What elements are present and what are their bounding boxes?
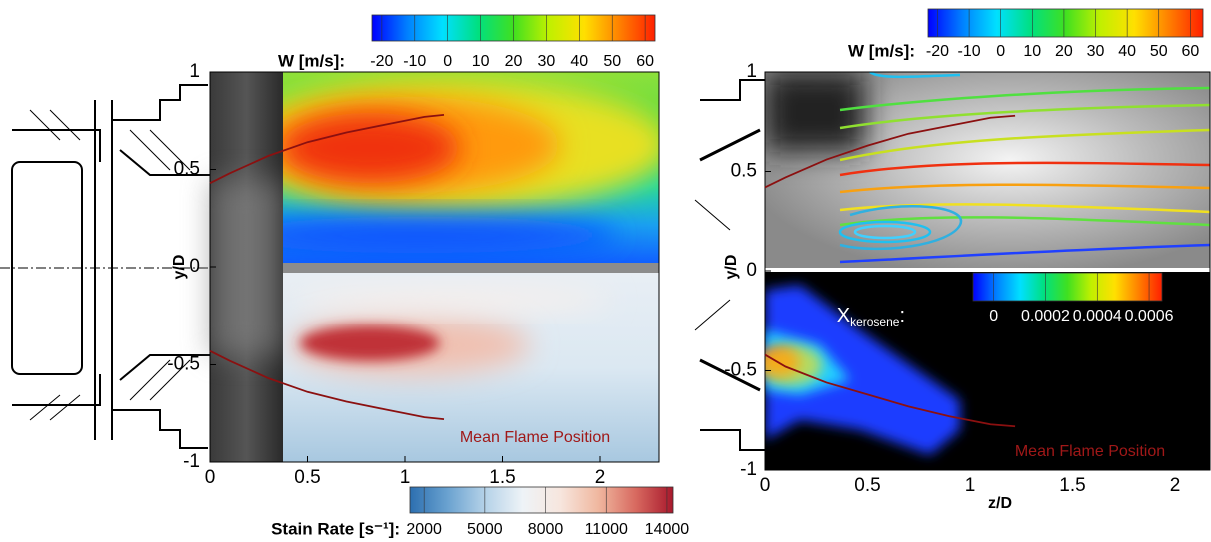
colorbar-label: W [m/s]:	[848, 41, 915, 60]
x-tick-label: 1.5	[489, 467, 515, 488]
colorbar-tick-label: 60	[636, 53, 654, 70]
colorbar-tick-label: 0.0002	[1021, 308, 1070, 325]
y-tick-label: -1	[183, 451, 200, 472]
colorbar-tick-label: 40	[1118, 43, 1136, 60]
x-tick-label: 0	[205, 467, 216, 488]
y-tick-label: 0	[746, 260, 757, 281]
colorbar-label: Stain Rate [s⁻¹]:	[271, 519, 400, 538]
colorbar	[972, 272, 1163, 302]
x-axis-label: z/D	[988, 495, 1012, 512]
burner-sketch	[694, 79, 765, 451]
colorbar-tick-label: -20	[926, 43, 949, 60]
x-tick-label: 1	[400, 467, 411, 488]
colorbar-tick-label: 60	[1181, 43, 1199, 60]
annotation: Mean Flame Position	[1015, 443, 1165, 460]
x-tick-label: 0.5	[854, 475, 880, 496]
colorbar-tick-label: 20	[505, 53, 523, 70]
field-image	[210, 72, 659, 462]
colorbar-tick-label: -10	[958, 43, 981, 60]
colorbar-tick-label: 14000	[645, 521, 690, 538]
y-tick-label: -0.5	[724, 360, 757, 381]
x-tick-label: 0.5	[294, 467, 320, 488]
flame-line	[209, 114, 445, 184]
y-axis-label: y/D	[171, 255, 188, 280]
x-tick-label: 1	[965, 475, 976, 496]
y-tick-label: 0.5	[174, 159, 200, 180]
colorbar-label: W [m/s]:	[278, 51, 345, 70]
y-tick-label: -1	[740, 459, 757, 480]
annotation: Mean Flame Position	[460, 429, 610, 446]
burner-sketch	[0, 84, 210, 449]
x-tick-label: 1.5	[1059, 475, 1085, 496]
flame-line	[209, 350, 445, 420]
colorbar-label-part: :	[899, 305, 905, 327]
colorbar-tick-label: 0.0004	[1073, 308, 1122, 325]
x-tick-label: 0	[760, 475, 771, 496]
colorbar-tick-label: 50	[1150, 43, 1168, 60]
flame-line	[764, 353, 1016, 428]
colorbar-tick-label: 11000	[585, 521, 628, 538]
y-tick-label: 1	[189, 61, 200, 82]
colorbar-tick-label: 0	[989, 308, 998, 325]
colorbar-tick-label: 30	[1087, 43, 1105, 60]
colorbar-tick-label: 20	[1055, 43, 1073, 60]
colorbar-tick-label: 5000	[467, 521, 503, 538]
x-tick-label: 2	[1170, 475, 1181, 496]
colorbar-tick-label: -10	[403, 53, 426, 70]
colorbar-label-part: kerosene	[850, 315, 900, 329]
colorbar-tick-label: 0	[996, 43, 1005, 60]
streamlines	[838, 72, 1210, 264]
colorbar-tick-label: 10	[472, 53, 490, 70]
colorbar-tick-label: 50	[603, 53, 621, 70]
colorbar-label-part: X	[837, 305, 850, 327]
colorbar-tick-label: -20	[370, 53, 393, 70]
y-tick-label: 0	[189, 256, 200, 277]
y-axis-label: y/D	[723, 255, 740, 280]
colorbar-tick-label: 0	[443, 53, 452, 70]
colorbar-tick-label: 0.0006	[1125, 308, 1174, 325]
colorbar-tick-label: 8000	[528, 521, 564, 538]
field-image	[765, 72, 1210, 470]
colorbar	[409, 486, 674, 514]
colorbar-label: Xkerosene:	[837, 305, 905, 329]
colorbar	[927, 8, 1204, 38]
x-tick-label: 2	[595, 467, 606, 488]
y-tick-label: 0.5	[731, 161, 757, 182]
colorbar-tick-label: 30	[538, 53, 556, 70]
flame-line	[764, 114, 1016, 189]
y-tick-label: 1	[746, 61, 757, 82]
colorbar-tick-label: 10	[1023, 43, 1041, 60]
colorbar-tick-label: 2000	[406, 521, 442, 538]
colorbar-tick-label: 40	[570, 53, 588, 70]
y-tick-label: -0.5	[167, 354, 200, 375]
